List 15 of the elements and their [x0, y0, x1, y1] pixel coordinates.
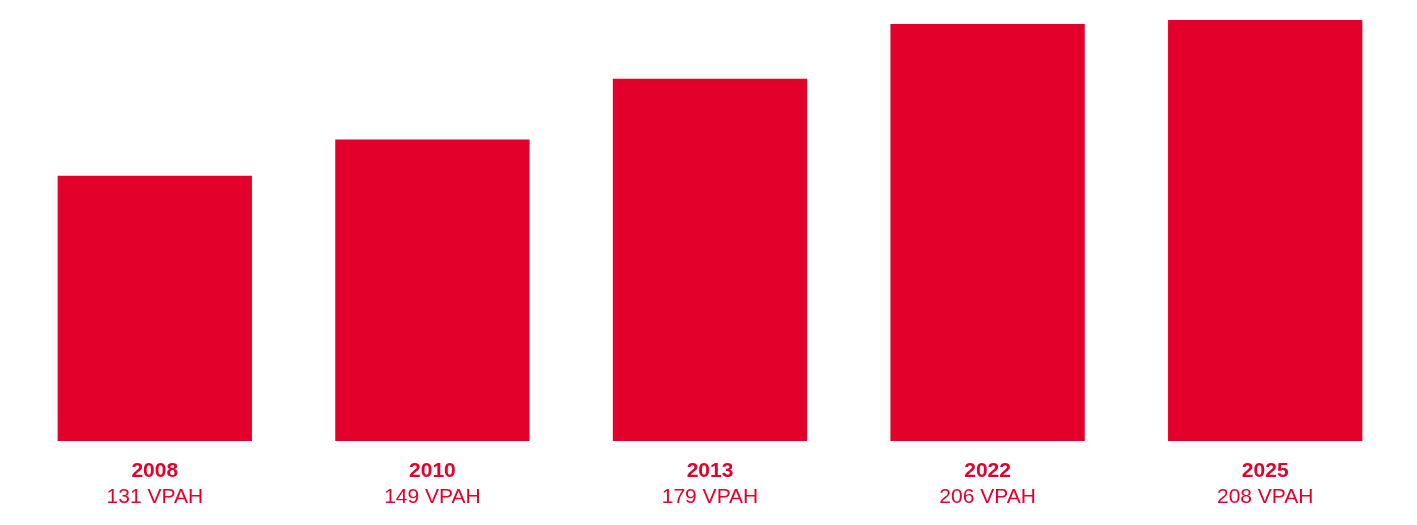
- bar: [612, 78, 808, 441]
- x-tick-label: 2022: [964, 458, 1011, 481]
- data-label: 206 VPAH: [939, 484, 1036, 507]
- x-tick-label: 2010: [409, 458, 456, 481]
- bar: [57, 175, 252, 441]
- data-label: 131 VPAH: [106, 484, 204, 507]
- bar: [890, 24, 1085, 441]
- bar: [1168, 20, 1363, 441]
- x-tick-label: 2013: [686, 458, 734, 481]
- data-label: 208 VPAH: [1216, 484, 1314, 507]
- x-tick-label: 2025: [1241, 458, 1289, 481]
- x-tick-label: 2008: [131, 458, 179, 481]
- data-label: 179 VPAH: [661, 484, 759, 507]
- bar: [335, 139, 530, 441]
- data-label: 149 VPAH: [384, 484, 481, 507]
